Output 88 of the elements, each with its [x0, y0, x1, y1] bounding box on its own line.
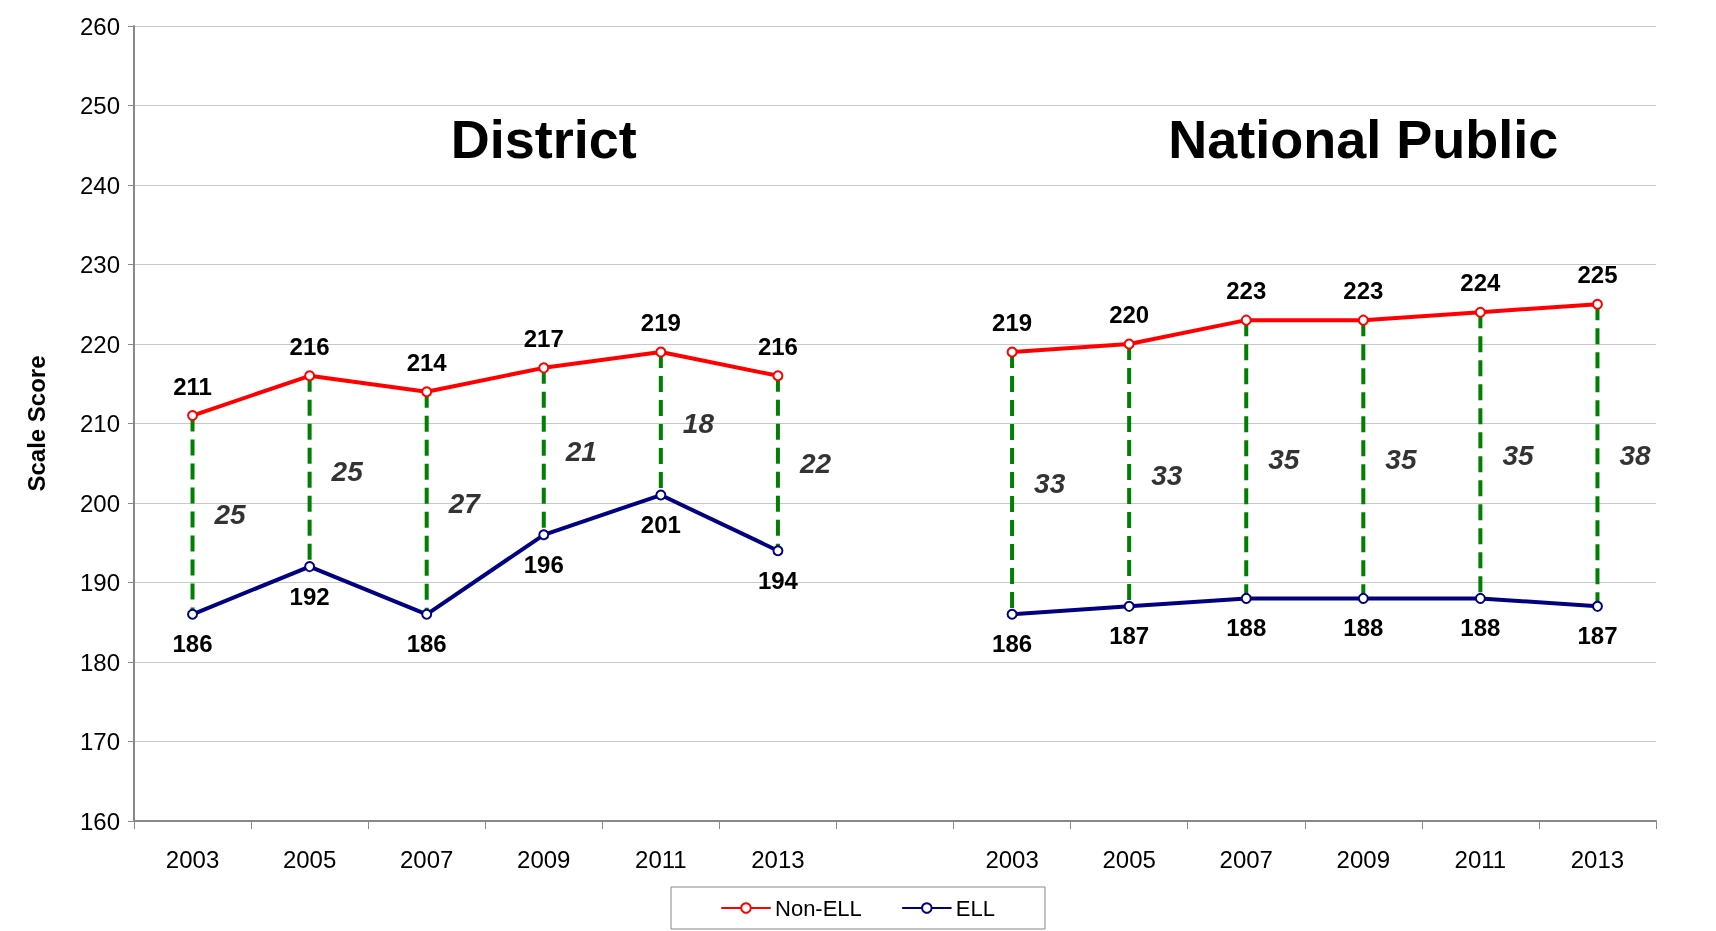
data-label: 220 [1109, 301, 1150, 328]
x-tick-label: 2009 [1336, 845, 1390, 873]
annotation: 38 [1619, 439, 1652, 471]
data-label: 219 [992, 308, 1033, 336]
annotation: 18 [682, 408, 715, 439]
point [187, 410, 199, 422]
annotation: National Public [1168, 109, 1559, 169]
data-label: 186 [172, 630, 213, 658]
annotation: 33 [1034, 467, 1066, 499]
x-tick-label: 2011 [635, 845, 687, 873]
data-label: 219 [640, 308, 681, 336]
data-label: 192 [289, 582, 330, 610]
point [1357, 314, 1369, 326]
point [1591, 600, 1603, 612]
y-tick-label: 220 [79, 330, 120, 358]
annotation: 35 [1385, 443, 1417, 475]
legend-label: ELL [955, 895, 995, 921]
data-label: 223 [1226, 277, 1267, 305]
annotation: 22 [798, 447, 832, 479]
annotation: 35 [1502, 439, 1534, 471]
y-tick-label: 210 [79, 410, 120, 437]
x-tick-label: 2011 [1454, 845, 1507, 873]
data-label: 194 [757, 566, 799, 594]
x-tick-label: 2013 [1570, 845, 1625, 873]
annotation: 27 [447, 487, 482, 519]
x-tick-label: 2009 [517, 845, 571, 873]
y-axis-title: Scale Score [22, 355, 50, 492]
data-label: 225 [1577, 261, 1618, 289]
point [1591, 298, 1603, 310]
point [1474, 592, 1486, 604]
data-label: 223 [1343, 277, 1384, 305]
annotation: 21 [564, 435, 597, 467]
point [1474, 306, 1486, 318]
point [772, 545, 784, 557]
data-label: 216 [289, 332, 330, 360]
y-tick-label: 180 [79, 648, 120, 676]
data-label: 224 [1460, 269, 1502, 297]
x-tick-label: 2007 [1219, 845, 1273, 873]
point [421, 608, 433, 620]
y-tick-label: 200 [79, 489, 120, 517]
point [538, 362, 550, 374]
point [1240, 592, 1252, 604]
data-label: 196 [523, 550, 564, 578]
point [1123, 338, 1135, 350]
y-tick-label: 170 [79, 728, 120, 755]
annotation: 35 [1268, 443, 1300, 475]
point [304, 561, 316, 573]
data-label: 188 [1226, 614, 1267, 642]
point [304, 370, 316, 382]
legend-label: Non-ELL [775, 895, 862, 921]
point [1006, 608, 1018, 620]
data-label: 216 [757, 332, 798, 360]
annotation: 33 [1151, 459, 1183, 491]
point [655, 346, 667, 358]
point [655, 489, 667, 501]
x-tick-label: 2003 [165, 845, 220, 873]
data-label: 214 [406, 348, 448, 376]
data-label: 211 [173, 372, 212, 400]
x-tick-label: 2005 [1102, 845, 1156, 873]
point [1006, 346, 1018, 358]
y-tick-label: 190 [79, 569, 120, 596]
point [421, 386, 433, 398]
y-tick-label: 230 [79, 251, 120, 278]
annotation: 25 [330, 455, 364, 487]
y-tick-label: 240 [79, 171, 120, 199]
data-label: 217 [523, 324, 564, 352]
data-label: 187 [1109, 622, 1150, 650]
data-label: 188 [1343, 614, 1384, 642]
data-label: 186 [992, 630, 1033, 658]
x-tick-label: 2007 [400, 845, 454, 873]
y-tick-label: 250 [79, 92, 120, 119]
x-tick-label: 2013 [751, 845, 805, 873]
point [187, 608, 199, 620]
data-label: 186 [406, 630, 447, 658]
point [1123, 600, 1135, 612]
y-tick-label: 160 [79, 807, 120, 835]
point [538, 529, 550, 541]
point [1357, 592, 1369, 604]
y-tick-label: 260 [79, 12, 120, 40]
annotation: 25 [213, 499, 247, 531]
x-tick-label: 2003 [985, 845, 1039, 873]
annotation: District [450, 109, 637, 169]
point [772, 370, 784, 382]
point [1240, 314, 1252, 326]
data-label: 188 [1460, 614, 1501, 642]
data-label: 201 [640, 511, 681, 539]
data-label: 187 [1577, 622, 1618, 650]
x-tick-label: 2005 [282, 845, 337, 873]
